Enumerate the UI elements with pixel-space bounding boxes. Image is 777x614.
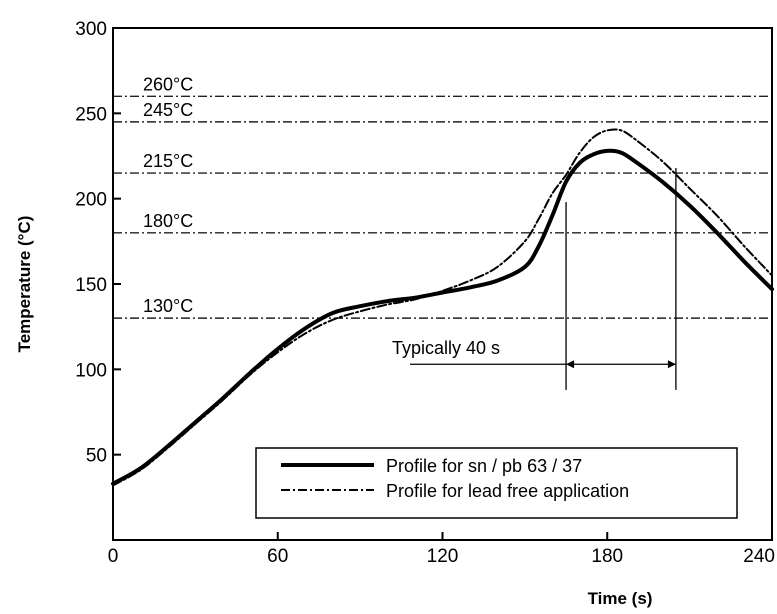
- x-tick-label-120: 120: [427, 546, 459, 567]
- y-tick-label-150: 150: [75, 275, 107, 296]
- y-axis-label: Temperature (°C): [15, 216, 34, 353]
- legend-box: [255, 447, 738, 519]
- series-group: [111, 128, 774, 487]
- y-tick-label-100: 100: [75, 360, 107, 381]
- y-tick-label-50: 50: [86, 446, 107, 467]
- x-tick-label-180: 180: [591, 546, 623, 567]
- legend-label-1: Profile for sn / pb 63 / 37: [386, 456, 582, 476]
- series-line-sn-pb: [111, 148, 774, 486]
- annotation-text: Typically 40 s: [392, 338, 500, 358]
- x-tick-label-240: 240: [743, 546, 775, 567]
- y-tick-label-200: 200: [75, 190, 107, 211]
- legend-label-2: Profile for lead free application: [386, 481, 629, 501]
- reference-label-215: 215°C: [143, 151, 193, 171]
- x-axis-label: Time (s): [588, 589, 653, 608]
- annotation: Typically 40 s: [392, 167, 677, 390]
- x-tick-label-60: 60: [267, 546, 288, 567]
- reference-label-180: 180°C: [143, 211, 193, 231]
- y-tick-label-300: 300: [75, 19, 107, 40]
- series-line-lead-free: [112, 128, 773, 487]
- reference-label-245: 245°C: [143, 100, 193, 120]
- y-tick-label-250: 250: [75, 104, 107, 125]
- legend: Profile for sn / pb 63 / 37 Profile for l…: [255, 447, 738, 519]
- reference-label-260: 260°C: [143, 74, 193, 94]
- x-tick-label-0: 0: [108, 546, 119, 567]
- annotation-arrowhead-left: [566, 360, 575, 369]
- reference-lines: 260°C 245°C 215°C 180°C 130°C: [113, 74, 772, 319]
- annotation-arrowhead-right: [667, 360, 676, 369]
- reference-label-130: 130°C: [143, 296, 193, 316]
- axis-ticks: 50 100 150 200 250 300 0 60 120 180 240: [75, 19, 775, 567]
